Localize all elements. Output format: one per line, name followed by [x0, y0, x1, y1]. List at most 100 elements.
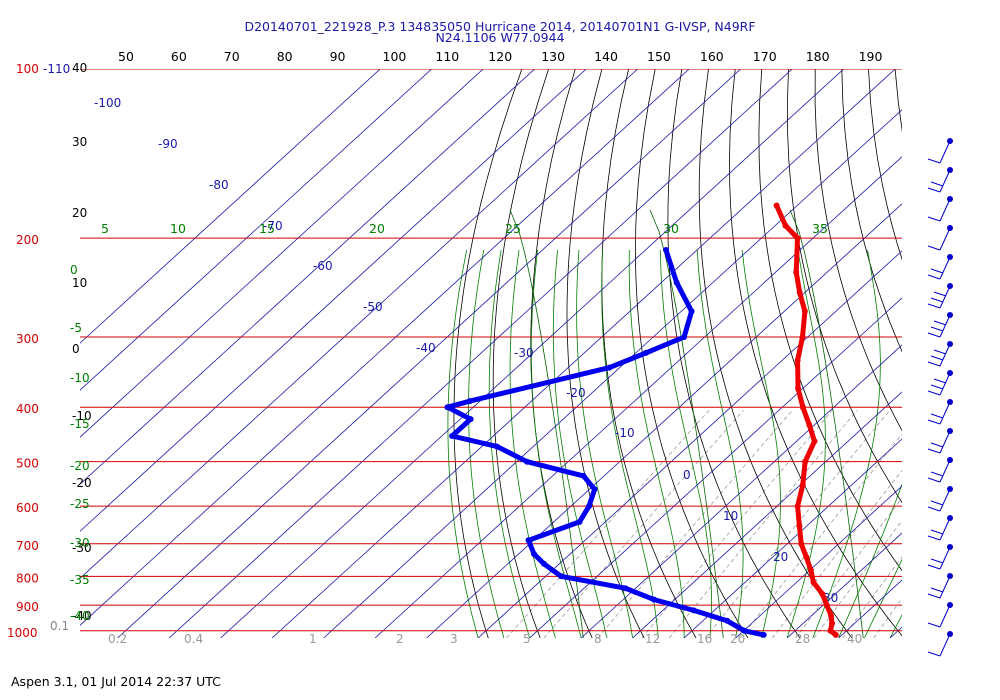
mixing-ratio-label: 3	[450, 632, 458, 646]
wind-barb-flag	[927, 535, 941, 541]
isotherm-label: -20	[566, 386, 586, 400]
mixing-ratio-label: 0.4	[184, 632, 203, 646]
dewpoint-trace-point	[558, 573, 565, 580]
isotherm-line	[220, 69, 845, 638]
wind-barb-shaft	[939, 140, 951, 164]
mixing-ratio-label: 12	[645, 632, 660, 646]
pressure-label: 400	[16, 402, 39, 416]
moist-adiabat-label: -40	[70, 609, 90, 623]
temperature-trace-point	[810, 579, 817, 586]
isotherm-label: 0	[683, 468, 691, 482]
dry-adiabat-line	[566, 69, 645, 638]
mixing-ratio-line	[842, 556, 902, 638]
wind-barb-flag	[927, 216, 941, 222]
dry-adiabat-line	[841, 69, 902, 353]
isotherm-line	[838, 579, 902, 638]
theta-e-label: 25	[505, 221, 521, 236]
wind-barb-flag	[930, 471, 944, 477]
dry-adiabat-label: -20	[72, 476, 92, 490]
dry-adiabat-line	[948, 69, 1000, 638]
isotherm-label: -40	[416, 341, 436, 355]
dewpoint-trace-point	[688, 308, 695, 315]
isotherm-line	[80, 69, 381, 344]
temperature-trace-point	[823, 602, 830, 609]
isotherm-line	[786, 532, 902, 638]
isotherm-label: -90	[158, 137, 178, 151]
top-axis-label: 130	[541, 49, 565, 64]
wind-barb-flag	[930, 500, 944, 506]
top-axis-label: 80	[277, 49, 293, 64]
mixing-ratio-label: 20	[730, 632, 745, 646]
wind-barb-flag	[927, 564, 941, 570]
isotherm-label: -80	[209, 178, 229, 192]
corner-label: 0.1	[50, 619, 69, 633]
dewpoint-trace-point	[673, 279, 680, 286]
moist-adiabat-line	[488, 249, 530, 638]
top-axis-label: 120	[488, 49, 512, 64]
isotherm-line	[735, 485, 902, 638]
top-axis-label: 160	[700, 49, 724, 64]
dry-adiabat-line	[635, 69, 749, 638]
moist-adiabat-line	[447, 249, 479, 638]
pressure-label: 800	[16, 571, 39, 585]
moist-adiabat-label: 0	[70, 263, 78, 277]
pressure-label: 1000	[7, 626, 38, 640]
wind-barb-shaft	[939, 314, 951, 338]
mixing-ratio-label: 40	[847, 632, 862, 646]
isotherm-line	[374, 156, 902, 638]
wind-barb-flag	[927, 332, 941, 338]
wind-barb-flag	[927, 622, 941, 628]
pressure-label: 200	[16, 233, 39, 247]
dry-adiabat-label: 20	[72, 206, 87, 220]
isotherm-label: -50	[363, 300, 383, 314]
mixing-ratio-line	[668, 410, 858, 638]
top-axis-label: 150	[647, 49, 671, 64]
mixing-ratio-line	[641, 410, 833, 638]
dry-adiabat-label: -30	[72, 541, 92, 555]
wind-barb-flag	[930, 558, 944, 564]
isotherm-label: -100	[94, 96, 121, 110]
top-axis-label: 190	[859, 49, 883, 64]
wind-barb-flag	[930, 355, 944, 361]
pressure-label: -110	[43, 62, 70, 76]
moist-adiabat-line	[601, 249, 659, 638]
wind-barb-flag	[930, 181, 944, 187]
wind-barb-flag	[927, 361, 941, 367]
dewpoint-trace-point	[467, 416, 474, 423]
isotherm-label: 10	[723, 509, 738, 523]
dewpoint-trace-point	[524, 458, 530, 465]
moist-adiabat-line	[659, 249, 712, 638]
wind-barb-flag	[927, 448, 941, 454]
moist-adiabat-line	[530, 249, 582, 638]
moist-adiabat-line	[696, 249, 744, 638]
theta-e-label: 10	[170, 221, 186, 236]
wind-barb-flag	[930, 529, 944, 535]
mixing-ratio-label: 2	[396, 632, 404, 646]
wind-barb-flag	[927, 651, 941, 657]
theta-e-line	[649, 209, 724, 638]
wind-barb-shaft	[939, 343, 951, 367]
moist-adiabat-label: -15	[70, 417, 90, 431]
isotherm-line	[80, 69, 690, 626]
wind-barb-flag	[930, 326, 944, 332]
dry-adiabat-line	[868, 69, 902, 261]
wind-barb-flag	[933, 320, 947, 326]
moist-adiabat-label: -10	[70, 371, 90, 385]
wind-barb-flag	[927, 390, 941, 396]
top-axis-label: 60	[171, 49, 187, 64]
top-axis-label: 100	[383, 49, 407, 64]
wind-barb-flag	[927, 158, 941, 164]
dewpoint-trace-point	[586, 503, 592, 510]
footer-text: Aspen 3.1, 01 Jul 2014 22:37 UTC	[11, 674, 221, 689]
dry-adiabat-line	[492, 69, 549, 638]
dewpoint-trace-point	[444, 404, 451, 411]
wind-barb-shaft	[939, 575, 951, 599]
isotherm-line	[942, 64, 1000, 638]
isotherm-line	[426, 203, 902, 638]
temperature-trace-point	[793, 269, 800, 276]
isotherm-line	[117, 69, 742, 638]
temperature-trace-point	[799, 334, 806, 340]
moist-adiabat-label: -30	[70, 536, 90, 550]
isotherm-line	[529, 297, 902, 638]
isotherm-line	[80, 69, 639, 579]
